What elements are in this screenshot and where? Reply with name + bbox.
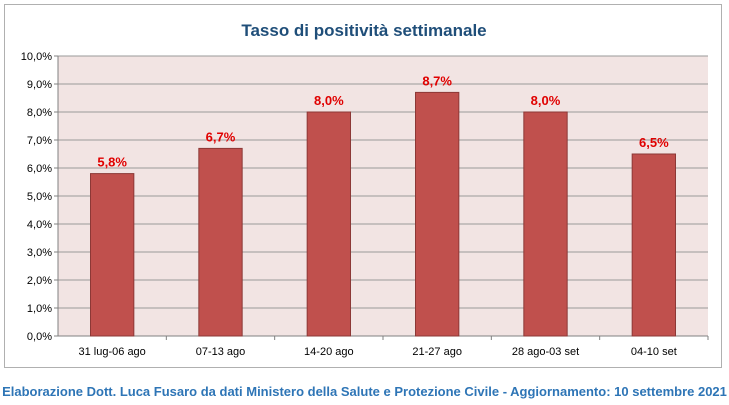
bar	[90, 173, 135, 337]
source-caption: Elaborazione Dott. Luca Fusaro da dati M…	[2, 384, 727, 399]
bar-chart: 0,0% 1,0% 2,0% 3,0% 4,0% 5,0% 6,0% 7,0% 8,0% 9,0%…	[21, 51, 709, 358]
x-tick-label: 21-27 ago	[412, 346, 462, 358]
data-label: 8,7%	[422, 73, 452, 88]
bar	[523, 111, 568, 337]
y-tick-label: 6,0%	[27, 163, 52, 175]
bar	[198, 147, 243, 337]
y-tick-label: 0,0%	[27, 331, 52, 343]
y-tick-label: 2,0%	[27, 275, 52, 287]
chart-title: Tasso di positività settimanale	[241, 21, 487, 40]
data-label: 6,7%	[206, 129, 236, 144]
data-label: 6,5%	[639, 135, 669, 150]
bar	[631, 153, 677, 337]
data-label: 5,8%	[97, 155, 127, 170]
y-tick-label: 9,0%	[27, 79, 52, 91]
y-tick-label: 3,0%	[27, 247, 52, 259]
bar	[306, 111, 351, 337]
y-tick-label: 5,0%	[27, 191, 52, 203]
x-tick-label: 28 ago-03 set	[512, 346, 579, 358]
y-tick-label: 8,0%	[27, 107, 52, 119]
data-label: 8,0%	[314, 93, 344, 108]
x-tick-label: 07-13 ago	[196, 346, 246, 358]
y-tick-label: 1,0%	[27, 303, 52, 315]
y-tick-label: 4,0%	[27, 219, 52, 231]
y-tick-label: 7,0%	[27, 135, 52, 147]
data-label: 8,0%	[531, 93, 561, 108]
bar	[415, 91, 460, 337]
x-tick-label: 31 lug-06 ago	[79, 346, 146, 358]
x-tick-label: 14-20 ago	[304, 346, 354, 358]
y-tick-label: 10,0%	[21, 51, 52, 63]
x-tick-label: 04-10 set	[631, 346, 677, 358]
